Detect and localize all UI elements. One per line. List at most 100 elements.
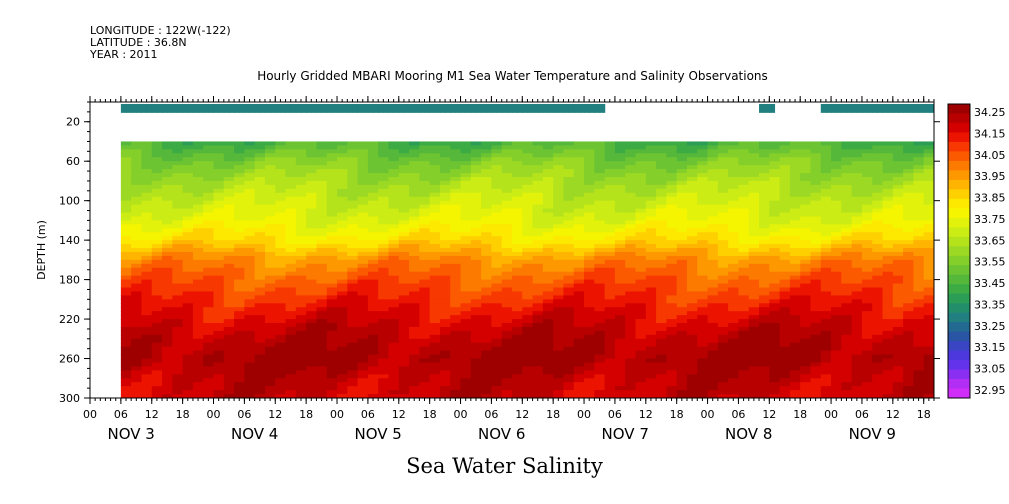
salinity-cell <box>275 307 287 312</box>
salinity-cell <box>851 161 863 166</box>
salinity-cell <box>738 157 750 162</box>
salinity-cell <box>738 378 750 383</box>
salinity-cell <box>347 390 359 395</box>
salinity-cell <box>553 176 565 182</box>
salinity-cell <box>851 244 863 249</box>
salinity-cell <box>748 224 760 229</box>
salinity-cell <box>532 248 544 253</box>
salinity-cell <box>892 342 904 348</box>
salinity-cell <box>203 374 215 379</box>
salinity-cell <box>532 366 544 371</box>
salinity-cell <box>470 271 482 277</box>
salinity-cell <box>192 358 204 364</box>
salinity-cell <box>676 362 688 368</box>
salinity-cell <box>717 394 729 398</box>
salinity-cell <box>388 330 400 336</box>
salinity-cell <box>192 165 204 170</box>
salinity-cell <box>398 311 410 316</box>
salinity-cell <box>275 295 287 300</box>
salinity-cell <box>882 279 894 285</box>
salinity-cell <box>542 299 554 304</box>
salinity-cell <box>625 224 637 229</box>
salinity-cell <box>460 145 472 150</box>
salinity-cell <box>244 153 256 158</box>
salinity-cell <box>759 267 770 273</box>
salinity-cell <box>563 165 575 170</box>
salinity-cell <box>707 315 719 320</box>
salinity-cell <box>316 279 328 285</box>
salinity-cell <box>676 216 688 221</box>
salinity-cell <box>316 255 328 261</box>
salinity-cell <box>759 334 770 340</box>
salinity-cell <box>789 232 801 237</box>
salinity-cell <box>357 303 369 308</box>
salinity-cell <box>820 200 832 206</box>
salinity-cell <box>357 362 369 368</box>
salinity-cell <box>357 378 369 383</box>
salinity-cell <box>439 149 451 154</box>
salinity-cell <box>151 165 163 170</box>
salinity-cell <box>481 334 493 340</box>
salinity-cell <box>851 141 863 147</box>
salinity-cell <box>162 212 173 218</box>
salinity-cell <box>398 240 410 245</box>
salinity-cell <box>789 240 801 245</box>
salinity-cell <box>172 176 184 182</box>
salinity-cell <box>728 141 740 147</box>
salinity-cell <box>203 169 215 174</box>
salinity-cell <box>481 176 493 182</box>
salinity-cell <box>203 176 215 182</box>
salinity-cell <box>573 169 585 174</box>
salinity-cell <box>769 173 781 178</box>
salinity-cell <box>779 248 791 253</box>
salinity-cell <box>512 212 523 218</box>
salinity-cell <box>306 319 318 324</box>
salinity-cell <box>656 228 667 233</box>
salinity-cell <box>532 382 544 387</box>
salinity-cell <box>357 236 369 241</box>
salinity-cell <box>810 382 822 387</box>
salinity-cell <box>192 291 204 296</box>
salinity-cell <box>841 326 853 332</box>
salinity-cell <box>676 251 688 257</box>
salinity-cell <box>604 212 616 218</box>
salinity-cell <box>892 169 904 174</box>
salinity-cell <box>851 216 863 221</box>
salinity-cell <box>820 338 832 344</box>
salinity-cell <box>182 232 194 237</box>
salinity-cell <box>367 374 379 379</box>
salinity-cell <box>759 251 770 257</box>
salinity-cell <box>861 311 873 316</box>
salinity-cell <box>182 244 194 249</box>
salinity-cell <box>223 315 235 320</box>
salinity-cell <box>851 374 863 379</box>
salinity-cell <box>481 173 493 178</box>
salinity-cell <box>717 390 729 395</box>
salinity-cell <box>234 248 245 253</box>
salinity-cell <box>470 228 482 233</box>
salinity-cell <box>522 275 534 281</box>
salinity-cell <box>676 259 688 265</box>
salinity-cell <box>759 200 770 206</box>
salinity-cell <box>542 279 554 285</box>
salinity-cell <box>779 157 791 162</box>
salinity-cell <box>388 236 400 241</box>
salinity-cell <box>254 169 266 174</box>
salinity-cell <box>676 244 688 249</box>
salinity-cell <box>275 382 287 387</box>
salinity-cell <box>625 145 637 150</box>
salinity-cell <box>398 244 410 249</box>
salinity-cell <box>779 295 791 300</box>
salinity-cell <box>388 311 400 316</box>
salinity-cell <box>162 248 173 253</box>
salinity-cell <box>697 271 709 277</box>
salinity-cell <box>131 303 143 308</box>
salinity-cell <box>285 350 297 356</box>
salinity-cell <box>666 149 678 154</box>
salinity-cell <box>501 323 513 328</box>
salinity-cell <box>347 394 359 398</box>
salinity-cell <box>409 319 420 324</box>
salinity-cell <box>532 330 544 336</box>
salinity-cell <box>306 196 318 202</box>
salinity-cell <box>419 338 431 344</box>
